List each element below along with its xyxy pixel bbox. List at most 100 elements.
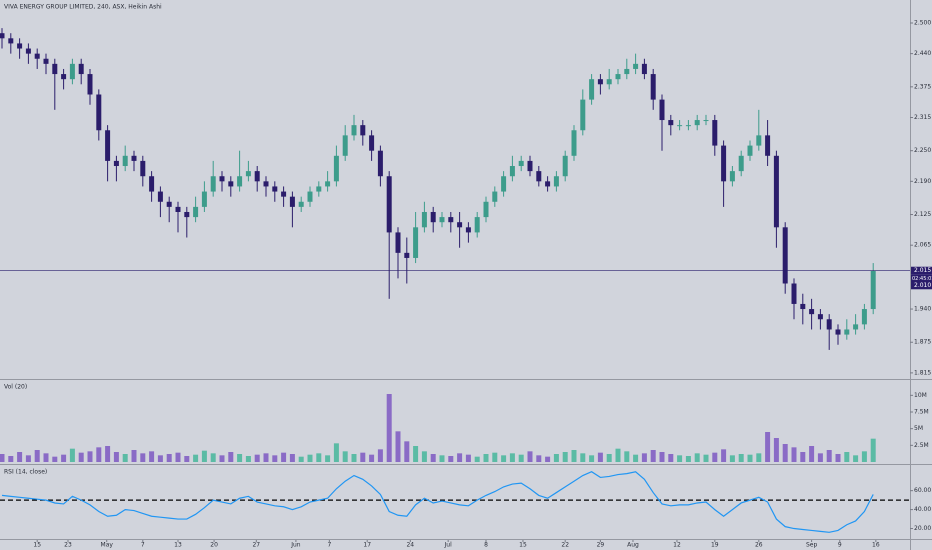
volume-bar [545, 456, 551, 462]
candle-body [483, 201, 489, 218]
volume-bar [606, 454, 612, 462]
volume-bar [853, 455, 859, 462]
x-tick-label: 23 [64, 542, 72, 549]
volume-bar [122, 454, 128, 462]
volume-bar [641, 453, 647, 462]
volume-bar [562, 452, 568, 462]
candle-body [369, 135, 375, 151]
volume-bar [712, 452, 718, 462]
candle-body [677, 125, 683, 127]
candle-body [694, 120, 700, 126]
x-tick-label: 20 [210, 542, 218, 549]
volume-bar [413, 446, 419, 462]
volume-bar [650, 450, 656, 462]
y-tick-label: 1.815 [914, 369, 931, 376]
volume-bar [527, 451, 533, 462]
candle-body [298, 201, 304, 207]
volume-bar [131, 450, 137, 462]
volume-bar [501, 455, 507, 462]
volume-bar [421, 451, 427, 462]
candle-body [501, 176, 507, 192]
x-tick-label: 17 [363, 542, 371, 549]
volume-bar [518, 454, 524, 462]
y-tick-label: 20.00 [914, 525, 931, 532]
candle-body [316, 186, 322, 192]
candle-body [492, 191, 498, 202]
volume-bar [782, 444, 788, 462]
candle-body [536, 171, 542, 182]
volume-bar [844, 452, 850, 462]
volume-bar [756, 453, 762, 462]
x-tick-label: 15 [33, 542, 41, 549]
candle-body [659, 99, 665, 121]
x-tick-label: 7 [141, 542, 145, 549]
candle-body [518, 160, 524, 167]
candle-body [69, 63, 75, 80]
y-tick-label: 7.5M [914, 409, 929, 416]
candle-body [853, 324, 859, 330]
volume-bar [448, 456, 454, 462]
volume-bar [624, 451, 630, 462]
volume-bar [8, 456, 14, 462]
volume-bar [729, 455, 735, 462]
volume-bar [747, 454, 753, 462]
volume-bar [298, 456, 304, 462]
candle-body [580, 99, 586, 131]
candle-body [509, 166, 515, 177]
candle-body [395, 232, 401, 253]
candle-body [219, 176, 225, 182]
candle-body [404, 252, 410, 258]
candle-body [105, 130, 111, 161]
volume-bar [96, 447, 102, 462]
volume-bar [105, 446, 111, 462]
volume-bar [430, 454, 436, 462]
y-tick-label: 2.190 [914, 178, 931, 185]
volume-bar [263, 453, 269, 462]
candle-body [826, 319, 832, 330]
x-tick-label: 24 [406, 542, 414, 549]
volume-bar [817, 453, 823, 462]
candle-body [175, 206, 181, 212]
volume-bar [386, 394, 392, 462]
volume-bar [659, 452, 665, 462]
candle-body [791, 283, 797, 304]
candle-body [351, 125, 357, 136]
volume-bar [721, 449, 727, 462]
candle-body [633, 63, 639, 69]
candle-body [34, 53, 40, 59]
candle-body [650, 74, 656, 100]
last-price-box [911, 266, 932, 275]
volume-bar [633, 454, 639, 462]
candle-body [817, 314, 823, 320]
y-tick-label: 2.125 [914, 211, 931, 218]
candle-body [738, 155, 744, 172]
volume-bar [703, 454, 709, 462]
candle-body [210, 176, 216, 192]
volume-bar [685, 456, 691, 462]
rsi-line [1, 471, 874, 533]
volume-bar [307, 454, 313, 462]
volume-bar [668, 454, 674, 462]
volume-bar [395, 431, 401, 462]
x-tick-label: 26 [755, 542, 763, 549]
candle-body [773, 155, 779, 228]
y-tick-label: 1.940 [914, 306, 931, 313]
candle-body [281, 191, 287, 197]
volume-bar [149, 451, 155, 462]
y-tick-label: 2.375 [914, 83, 931, 90]
y-tick-label: 2.500 [914, 19, 931, 26]
candle-body [624, 68, 630, 75]
volume-bar [43, 453, 49, 462]
candle-body [553, 176, 559, 187]
candle-body [245, 171, 251, 177]
volume-bar [791, 447, 797, 462]
volume-bar [0, 454, 5, 462]
candle-body [756, 135, 762, 146]
volume-bar [615, 448, 621, 462]
candle-body [747, 145, 753, 156]
candle-body [641, 63, 647, 75]
candle-body [113, 160, 119, 167]
candle-body [800, 303, 806, 310]
volume-bar [237, 454, 243, 462]
candle-body [52, 63, 58, 75]
